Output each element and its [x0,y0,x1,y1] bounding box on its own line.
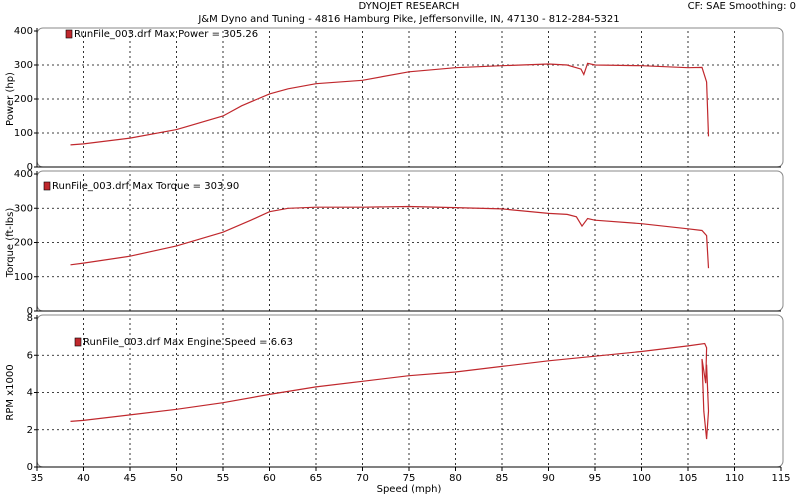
y-tick-label: 400 [14,169,33,180]
y-tick-label: 0 [27,306,33,317]
y-axis-label: Power (hp) [5,72,16,126]
y-axis-label: Torque (ft-lbs) [5,208,16,279]
x-axis-label: Speed (mph) [377,484,442,494]
x-tick-label: 60 [263,473,276,484]
annotation: RunFile_003.drf Max Torque = 303.90 [52,181,239,192]
y-tick-label: 100 [14,128,33,139]
x-tick-label: 75 [403,473,416,484]
x-tick-label: 85 [496,473,509,484]
y-tick-label: 400 [14,26,33,37]
x-tick-label: 110 [725,473,744,484]
x-tick-label: 115 [771,473,790,484]
x-tick-label: 100 [632,473,651,484]
y-tick-label: 2 [27,425,33,436]
legend-icon [65,29,73,39]
panel-frame [36,27,784,168]
y-tick-label: 100 [14,272,33,283]
y-tick-label: 0 [27,162,33,173]
y-tick-label: 200 [14,94,33,105]
legend-icon [43,181,51,191]
header-settings: CF: SAE Smoothing: 0 [688,1,796,12]
x-tick-label: 35 [31,473,44,484]
x-tick-label: 50 [170,473,183,484]
x-tick-label: 65 [310,473,323,484]
data-line [70,205,710,269]
x-tick-label: 55 [217,473,230,484]
data-line [70,342,710,440]
legend-icon [74,337,82,347]
panel-frame [36,170,784,312]
x-tick-label: 90 [542,473,555,484]
x-tick-label: 95 [589,473,602,484]
annotation: RunFile_003.drf Max Engine Speed = 6.63 [83,337,293,348]
y-tick-label: 300 [14,203,33,214]
x-tick-label: 45 [124,473,137,484]
header-subtitle: J&M Dyno and Tuning - 4816 Hamburg Pike,… [197,14,619,25]
y-tick-label: 300 [14,60,33,71]
x-tick-label: 105 [678,473,697,484]
x-tick-label: 80 [449,473,462,484]
y-tick-label: 0 [27,462,33,473]
header-title: DYNOJET RESEARCH [359,1,460,12]
x-tick-label: 70 [356,473,369,484]
x-tick-label: 40 [77,473,90,484]
annotation: RunFile_003.drf Max Power = 305.26 [74,29,258,40]
y-tick-label: 8 [27,313,33,324]
y-tick-label: 4 [27,388,33,399]
y-axis-label: RPM x1000 [5,364,16,420]
y-tick-label: 200 [14,238,33,249]
data-line [70,62,710,146]
y-tick-label: 6 [27,350,33,361]
